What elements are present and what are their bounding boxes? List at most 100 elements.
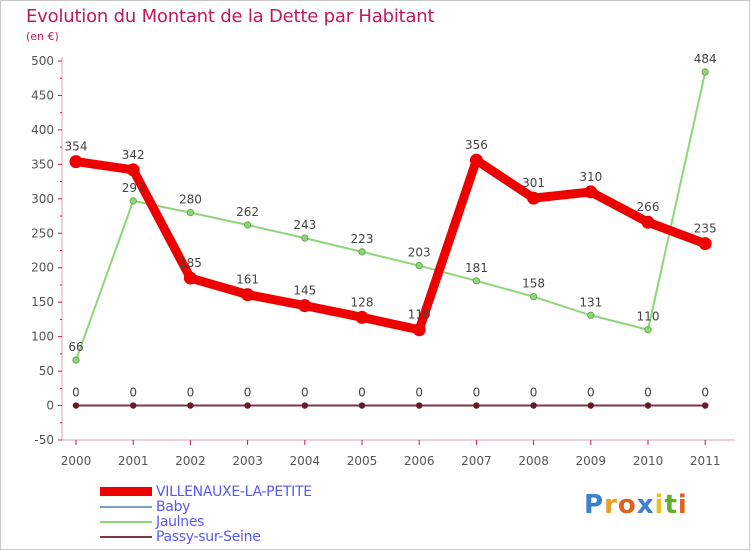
data-label: 0 [701,386,709,400]
x-tick-label: 2002 [175,454,206,468]
x-tick-label: 2009 [576,454,607,468]
x-tick-label: 2010 [633,454,664,468]
x-tick-label: 2006 [404,454,435,468]
data-label: 158 [522,277,545,291]
data-point [644,402,652,409]
y-tick-label: 250 [31,226,54,240]
y-tick-label: 400 [31,123,54,137]
data-label: 0 [187,386,195,400]
data-label: 128 [351,295,374,309]
logo-letter: i [677,490,688,520]
data-point [241,288,255,302]
data-point [529,293,538,301]
legend-swatch [100,487,152,496]
legend-item: Passy-sur-Seine [100,528,312,545]
data-label: 280 [179,193,202,207]
y-tick-label: 100 [31,330,54,344]
legend-label: Baby [156,498,191,515]
data-label: 342 [122,148,145,162]
unit-label: (en €) [26,30,59,43]
data-point [72,402,80,409]
data-label: 354 [65,140,88,154]
y-tick-label: 50 [39,364,54,378]
data-point [701,68,709,76]
y-tick-label: 350 [31,157,54,171]
data-point [469,153,483,167]
data-point [587,402,594,409]
data-point [126,163,140,177]
data-point [301,234,309,242]
data-label: 0 [587,386,595,400]
legend-swatch [100,505,152,508]
data-label: 266 [637,200,660,214]
x-tick-label: 2011 [690,454,721,468]
data-label: 66 [68,340,83,354]
data-label: 0 [415,386,423,400]
data-label: 297 [122,181,145,195]
data-point [298,299,312,313]
data-label: 0 [473,386,481,400]
legend-item: VILLENAUXE-LA-PETITE [100,483,312,500]
legend-label: Jaulnes [156,513,205,530]
data-point [415,262,423,270]
series-line [75,71,707,362]
data-point [358,248,366,256]
legend-item: Jaulnes [100,513,312,530]
data-label: 181 [465,261,488,275]
data-label: 110 [408,308,431,322]
proxiti-logo: Proxiti [584,490,688,520]
data-point [702,402,709,409]
data-label: 0 [72,386,80,400]
data-point [69,155,83,169]
data-point [472,277,480,285]
data-point [355,310,369,324]
data-point [584,185,598,199]
y-tick-label: -50 [34,433,54,447]
logo-letter: i [654,490,665,520]
y-tick-label: 300 [31,192,54,206]
data-point [186,209,194,217]
data-point [587,311,595,319]
data-label: 145 [293,284,316,298]
data-label: 310 [579,170,602,184]
data-label: 161 [236,273,259,287]
data-point [641,215,655,229]
data-point [301,402,308,409]
legend-swatch [100,535,152,538]
data-label: 262 [236,205,259,219]
data-label: 185 [179,256,202,270]
data-point [416,402,423,409]
data-label: 301 [522,176,545,190]
logo-letter: r [604,490,618,520]
data-label: 235 [694,222,717,236]
x-tick-label: 2003 [232,454,263,468]
logo-letter: t [664,490,678,520]
data-label: 484 [694,52,717,66]
data-point [183,271,197,285]
legend-label: Passy-sur-Seine [156,528,261,545]
data-label: 131 [579,295,602,309]
series-line [71,155,710,335]
x-tick-label: 2005 [347,454,378,468]
data-label: 243 [293,218,316,232]
data-point [130,402,137,409]
legend: VILLENAUXE-LA-PETITE Baby Jaulnes Passy-… [100,483,312,545]
y-tick-label: 450 [31,88,54,102]
y-tick-label: 500 [31,54,54,68]
y-tick-label: 0 [46,399,54,413]
logo-letter: x [636,490,655,520]
data-label: 0 [358,386,366,400]
x-tick-label: 2008 [518,454,549,468]
data-label: 223 [351,232,374,246]
legend-label: VILLENAUXE-LA-PETITE [156,483,312,500]
x-tick-label: 2007 [461,454,492,468]
data-label: 203 [408,246,431,260]
data-label: 0 [301,386,309,400]
y-tick-label: 150 [31,295,54,309]
x-tick-label: 2001 [118,454,149,468]
data-point [244,402,251,409]
data-point [530,402,537,409]
chart-title: Evolution du Montant de la Dette par Hab… [26,6,435,27]
